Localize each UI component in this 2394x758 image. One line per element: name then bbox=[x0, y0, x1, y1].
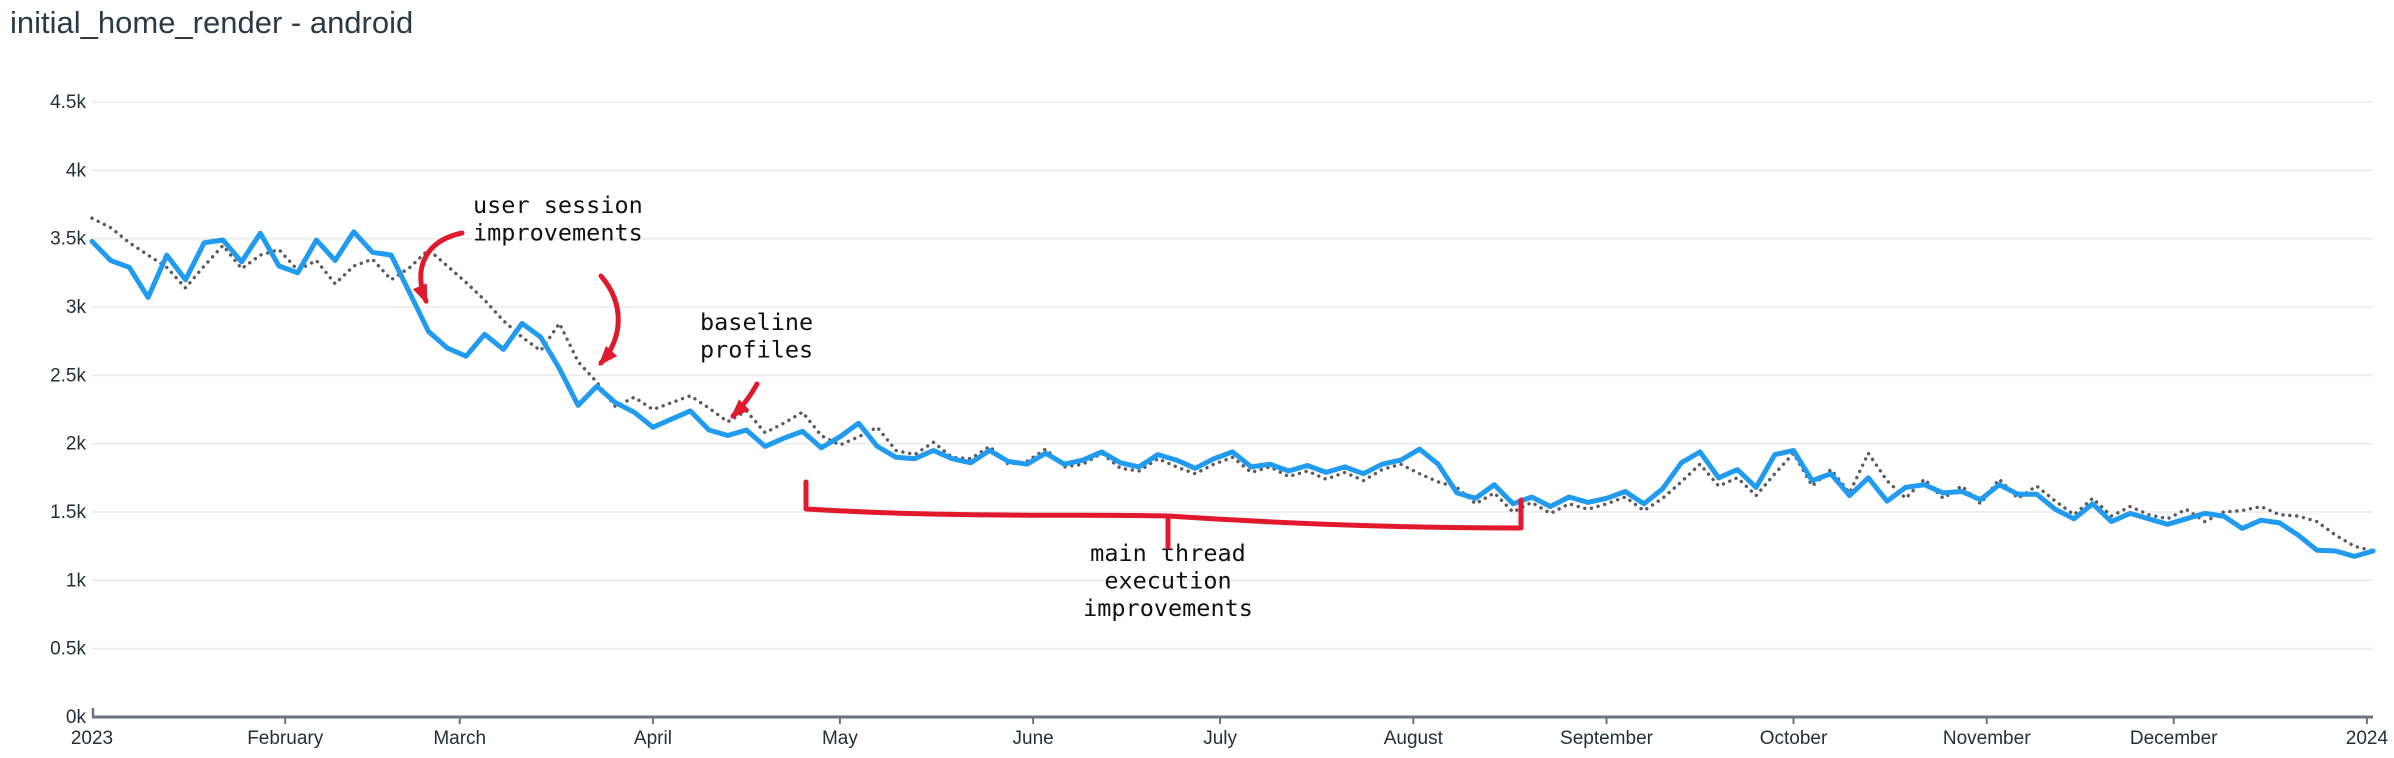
x-tick-label: 2023 bbox=[71, 728, 113, 749]
annotation-text-main-thread: improvements bbox=[1083, 594, 1253, 622]
annotation-text-main-thread: execution bbox=[1104, 567, 1231, 595]
y-tick-label: 3.5k bbox=[50, 229, 86, 250]
dotted-series-line bbox=[90, 216, 2375, 553]
x-tick-label: November bbox=[1943, 728, 2031, 749]
x-tick-label: October bbox=[1760, 728, 1828, 749]
y-tick-label: 1k bbox=[66, 570, 87, 591]
annotation-bracket bbox=[803, 479, 1524, 531]
x-tick-label: July bbox=[1203, 728, 1237, 749]
y-tick-label: 3k bbox=[66, 297, 87, 318]
annotation-text-baseline-profiles: baseline bbox=[700, 308, 813, 336]
x-tick-label: August bbox=[1384, 728, 1444, 749]
annotation-arrowhead bbox=[598, 346, 618, 367]
y-tick-label: 2k bbox=[66, 434, 87, 455]
annotation-text-baseline-profiles: profiles bbox=[700, 336, 813, 364]
y-tick-label: 4.5k bbox=[50, 92, 86, 113]
x-tick-label: February bbox=[247, 728, 324, 749]
y-tick-label: 0k bbox=[66, 707, 87, 728]
y-tick-label: 0.5k bbox=[50, 639, 86, 660]
x-tick-label: June bbox=[1013, 728, 1054, 749]
x-tick-label: 2024 bbox=[2346, 728, 2389, 749]
x-tick-label: September bbox=[1560, 728, 1654, 749]
y-tick-label: 4k bbox=[66, 160, 87, 181]
y-tick-label: 2.5k bbox=[50, 365, 86, 386]
x-tick-label: March bbox=[433, 728, 486, 749]
x-tick-label: April bbox=[634, 728, 672, 749]
annotation-text-user-session: improvements bbox=[473, 219, 643, 247]
y-tick-label: 1.5k bbox=[50, 502, 86, 523]
x-tick-label: May bbox=[822, 728, 858, 749]
annotation-text-user-session: user session bbox=[473, 191, 643, 219]
solid-series-line bbox=[89, 229, 2376, 559]
x-tick-label: December bbox=[2130, 728, 2218, 749]
annotation-arrowhead bbox=[412, 283, 428, 305]
annotation-arrowhead bbox=[730, 399, 750, 419]
chart-title: initial_home_render - android bbox=[10, 5, 414, 40]
